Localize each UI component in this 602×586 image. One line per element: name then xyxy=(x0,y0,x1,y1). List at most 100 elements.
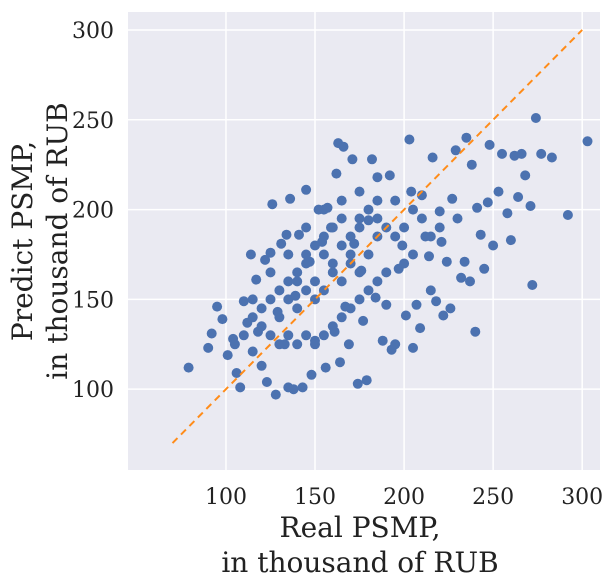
data-point xyxy=(363,215,374,226)
data-point xyxy=(513,192,524,202)
data-point xyxy=(318,204,329,215)
data-point xyxy=(318,330,329,341)
data-point xyxy=(336,213,347,224)
data-point xyxy=(408,342,418,353)
data-point xyxy=(265,247,276,258)
data-point xyxy=(381,299,392,310)
data-point xyxy=(354,222,365,233)
data-point xyxy=(399,222,410,233)
data-point xyxy=(267,199,278,210)
data-point xyxy=(320,362,331,373)
data-point xyxy=(461,132,472,143)
data-point xyxy=(288,384,299,395)
data-point xyxy=(336,276,347,287)
data-point xyxy=(285,193,296,204)
data-point xyxy=(390,195,401,206)
data-point xyxy=(217,314,228,325)
data-point xyxy=(292,267,303,278)
data-point xyxy=(367,154,377,165)
data-point xyxy=(465,276,475,287)
data-point xyxy=(301,249,312,260)
data-point xyxy=(336,195,347,206)
data-point xyxy=(408,249,418,260)
x-tick-label: 200 xyxy=(383,485,425,510)
data-point xyxy=(456,272,467,283)
data-point xyxy=(530,113,541,123)
data-point xyxy=(310,276,320,287)
data-point xyxy=(384,170,395,181)
data-point xyxy=(345,303,356,314)
y-axis-title-line2: in thousand of RUB xyxy=(41,102,74,379)
data-point xyxy=(183,362,194,373)
data-point xyxy=(260,254,271,265)
reference-line xyxy=(171,29,583,444)
data-point xyxy=(363,285,374,296)
data-point xyxy=(354,294,365,305)
data-point xyxy=(390,231,401,242)
data-point xyxy=(235,382,246,393)
data-point xyxy=(452,213,463,224)
x-tick-label: 250 xyxy=(472,485,514,510)
data-point xyxy=(400,310,411,321)
data-point xyxy=(338,141,349,152)
data-point xyxy=(425,231,436,242)
data-point xyxy=(354,186,365,197)
data-point xyxy=(331,168,342,179)
data-point xyxy=(408,204,418,215)
data-point xyxy=(301,184,312,195)
data-point xyxy=(265,330,276,341)
x-axis-title-line2: in thousand of RUB xyxy=(221,546,498,579)
x-tick-label: 100 xyxy=(205,485,247,510)
data-point xyxy=(247,312,258,323)
data-point xyxy=(361,375,372,386)
data-point xyxy=(283,249,294,260)
data-point xyxy=(247,294,258,305)
data-point xyxy=(497,148,507,159)
data-point xyxy=(301,330,312,341)
data-point xyxy=(472,202,483,213)
data-point xyxy=(274,312,285,323)
data-point xyxy=(447,193,458,204)
data-point xyxy=(516,148,527,159)
data-point xyxy=(431,296,442,307)
data-point xyxy=(206,328,217,339)
data-point xyxy=(370,292,381,303)
data-point xyxy=(363,204,374,215)
data-point xyxy=(466,159,477,170)
data-point xyxy=(372,276,383,287)
grid xyxy=(128,12,600,470)
y-tick-label: 150 xyxy=(72,288,114,313)
data-point xyxy=(527,280,538,290)
data-point xyxy=(292,303,303,314)
data-point xyxy=(301,285,312,296)
plot-background xyxy=(128,12,600,470)
data-point xyxy=(345,231,356,242)
y-axis-title-line1: Predict PSMP, xyxy=(6,141,39,341)
data-point xyxy=(265,294,276,305)
data-point xyxy=(505,235,516,246)
y-tick-label: 300 xyxy=(72,19,114,44)
data-point xyxy=(238,296,249,307)
y-tick-labels: 100 150 200 250 300 xyxy=(72,19,114,403)
y-tick-label: 200 xyxy=(72,199,114,224)
data-point xyxy=(231,368,242,378)
data-point xyxy=(336,240,347,251)
data-point xyxy=(354,213,365,224)
data-point xyxy=(345,249,356,260)
data-point xyxy=(411,299,422,310)
data-point xyxy=(283,276,294,287)
data-point xyxy=(536,148,547,159)
data-point xyxy=(327,321,338,332)
data-point xyxy=(318,249,329,260)
data-point xyxy=(459,256,470,267)
data-point xyxy=(283,294,294,305)
data-point xyxy=(415,323,426,334)
data-point xyxy=(301,258,312,269)
data-point xyxy=(310,339,320,350)
data-point xyxy=(427,152,438,163)
data-point xyxy=(438,310,449,321)
data-point xyxy=(229,339,240,350)
data-point xyxy=(390,339,401,350)
data-point xyxy=(404,134,415,145)
data-point xyxy=(203,342,214,353)
